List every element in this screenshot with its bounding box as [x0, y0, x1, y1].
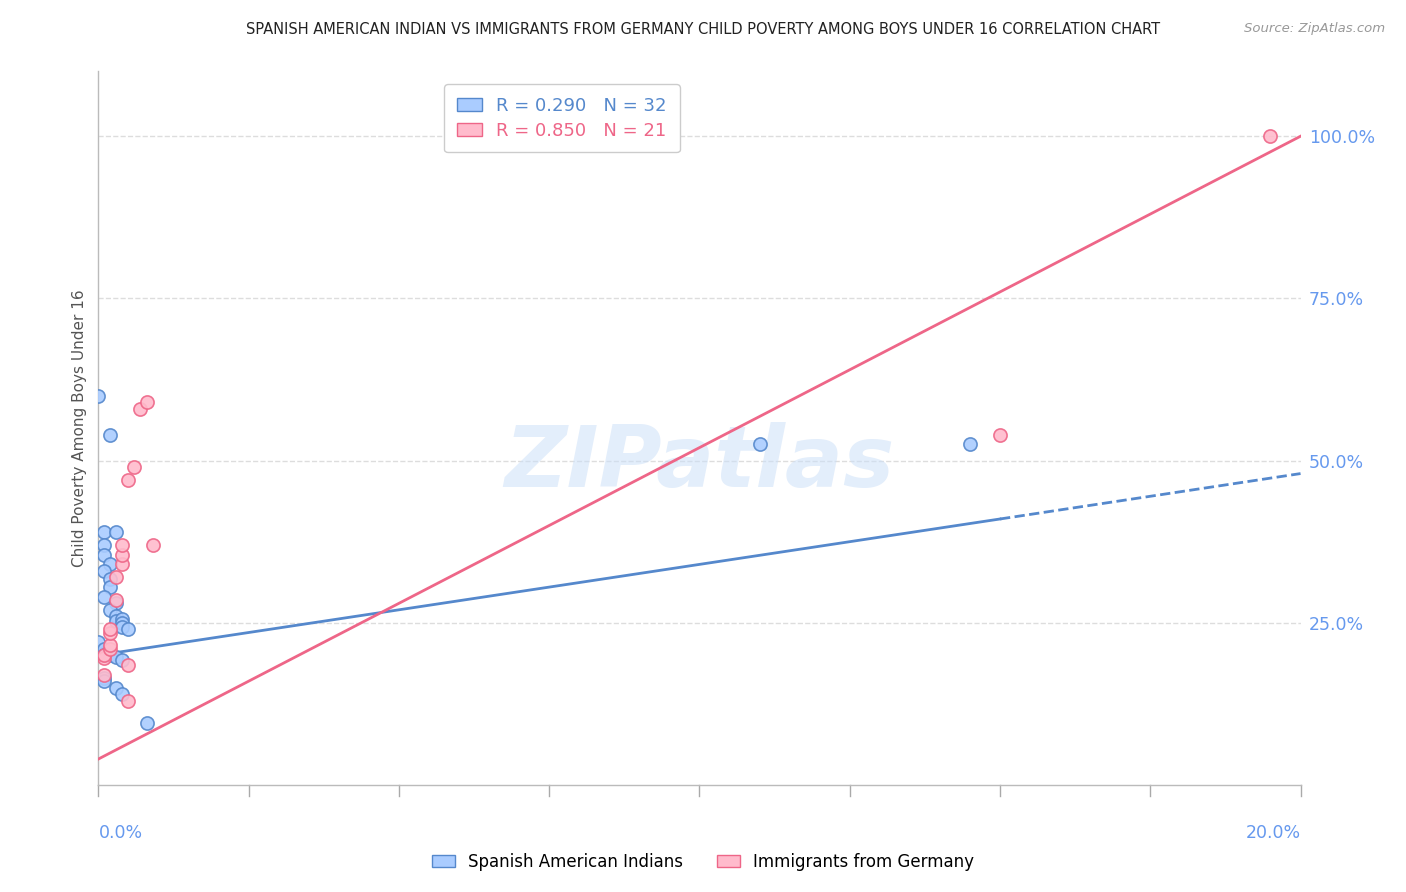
Point — [105, 593, 128, 607]
Point — [93, 651, 115, 665]
Point — [100, 641, 122, 656]
Point — [100, 639, 122, 653]
Point — [93, 548, 115, 562]
Point — [93, 641, 115, 656]
Point — [87, 389, 110, 403]
Point — [141, 538, 163, 552]
Point — [100, 603, 122, 617]
Text: SPANISH AMERICAN INDIAN VS IMMIGRANTS FROM GERMANY CHILD POVERTY AMONG BOYS UNDE: SPANISH AMERICAN INDIAN VS IMMIGRANTS FR… — [246, 22, 1160, 37]
Point — [111, 538, 134, 552]
Point — [93, 590, 115, 604]
Point — [93, 674, 115, 689]
Point — [100, 648, 122, 663]
Point — [111, 687, 134, 701]
Point — [93, 648, 115, 663]
Point — [959, 437, 981, 451]
Point — [93, 648, 115, 663]
Point — [105, 570, 128, 584]
Point — [129, 401, 152, 416]
Point — [100, 572, 122, 586]
Point — [135, 395, 157, 409]
Point — [111, 548, 134, 562]
Point — [111, 620, 134, 634]
Point — [117, 473, 139, 487]
Text: 0.0%: 0.0% — [98, 824, 142, 842]
Point — [105, 615, 128, 629]
Point — [100, 558, 122, 572]
Point — [100, 427, 122, 442]
Legend: Spanish American Indians, Immigrants from Germany: Spanish American Indians, Immigrants fro… — [423, 845, 983, 880]
Point — [105, 596, 128, 610]
Point — [111, 616, 134, 631]
Point — [100, 625, 122, 640]
Point — [135, 716, 157, 731]
Text: Source: ZipAtlas.com: Source: ZipAtlas.com — [1244, 22, 1385, 36]
Text: 20.0%: 20.0% — [1246, 824, 1301, 842]
Point — [100, 622, 122, 636]
Point — [748, 437, 770, 451]
Point — [93, 538, 115, 552]
Point — [100, 580, 122, 594]
Y-axis label: Child Poverty Among Boys Under 16: Child Poverty Among Boys Under 16 — [72, 289, 87, 567]
Point — [988, 427, 1011, 442]
Point — [117, 622, 139, 636]
Point — [117, 693, 139, 707]
Point — [105, 609, 128, 624]
Point — [105, 681, 128, 695]
Point — [117, 657, 139, 672]
Point — [93, 671, 115, 685]
Legend: R = 0.290   N = 32, R = 0.850   N = 21: R = 0.290 N = 32, R = 0.850 N = 21 — [444, 84, 679, 153]
Point — [1260, 129, 1282, 144]
Point — [93, 564, 115, 578]
Point — [111, 558, 134, 572]
Point — [87, 635, 110, 649]
Point — [105, 524, 128, 539]
Point — [105, 649, 128, 664]
Point — [93, 524, 115, 539]
Point — [124, 460, 146, 475]
Point — [111, 612, 134, 626]
Point — [111, 653, 134, 667]
Point — [93, 667, 115, 681]
Text: ZIPatlas: ZIPatlas — [505, 422, 894, 506]
